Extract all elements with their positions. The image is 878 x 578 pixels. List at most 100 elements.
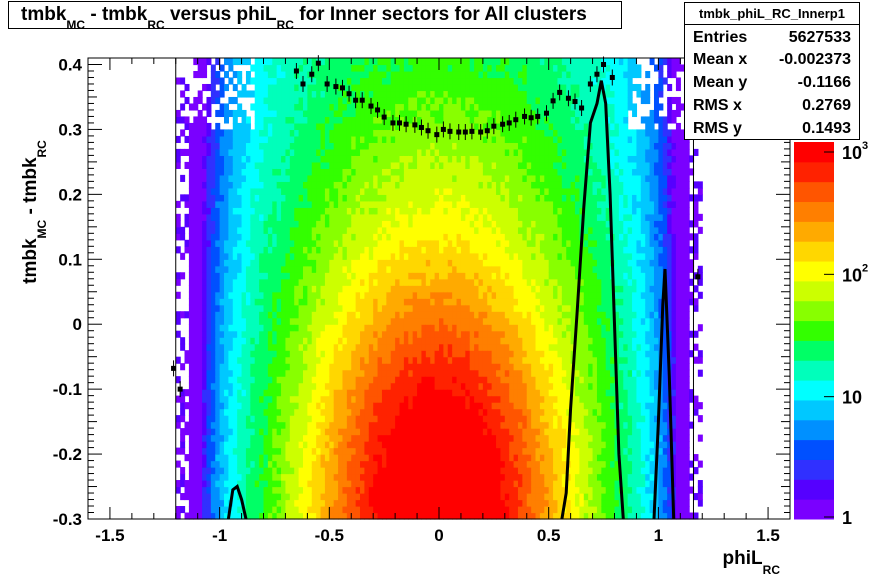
heatmap-cell: [193, 103, 199, 111]
heatmap-cell: [346, 181, 352, 189]
heatmap-cell: [456, 233, 462, 241]
heatmap-cell: [197, 174, 203, 182]
heatmap-cell: [210, 304, 216, 312]
heatmap-cell: [360, 317, 366, 325]
heatmap-cell: [289, 129, 295, 137]
heatmap-cell: [250, 265, 256, 273]
heatmap-cell: [381, 460, 387, 468]
heatmap-cell: [430, 324, 436, 332]
heatmap-cell: [210, 259, 216, 267]
heatmap-cell: [224, 324, 229, 332]
heatmap-cell: [219, 239, 225, 247]
heatmap-cell: [302, 285, 308, 293]
heatmap-cell: [386, 194, 392, 202]
heatmap-cell: [224, 408, 229, 416]
heatmap-cell: [478, 83, 484, 92]
heatmap-cell: [417, 447, 423, 455]
heatmap-cell: [364, 259, 370, 267]
heatmap-cell: [368, 441, 374, 449]
heatmap-cell: [224, 148, 229, 156]
heatmap-cell: [281, 434, 287, 442]
heatmap-cell: [474, 285, 480, 293]
heatmap-cell: [355, 402, 361, 410]
heatmap-cell: [232, 356, 238, 364]
heatmap-cell: [373, 246, 379, 254]
heatmap-cell: [395, 454, 401, 462]
heatmap-cell: [180, 473, 186, 481]
heatmap-cell: [307, 337, 313, 345]
heatmap-cell: [381, 389, 387, 397]
heatmap-cell: [439, 155, 444, 163]
heatmap-cell: [250, 395, 256, 403]
heatmap-cell: [232, 239, 238, 247]
heatmap-cell: [316, 155, 322, 163]
heatmap-cell: [474, 402, 480, 410]
heatmap-cell: [456, 259, 462, 267]
heatmap-cell: [469, 493, 475, 501]
heatmap-cell: [460, 58, 466, 66]
heatmap-cell: [175, 317, 181, 325]
heatmap-cell: [390, 447, 396, 455]
heatmap-cell: [364, 207, 370, 215]
heatmap-cell: [232, 226, 238, 234]
heatmap-cell: [364, 103, 370, 111]
heatmap-cell: [434, 324, 440, 332]
heatmap-cell: [381, 317, 387, 325]
heatmap-cell: [219, 311, 225, 319]
heatmap-cell: [443, 343, 449, 351]
heatmap-cell: [250, 460, 256, 468]
heatmap-cell: [202, 239, 208, 247]
heatmap-cell: [443, 278, 449, 286]
heatmap-cell: [320, 103, 326, 111]
heatmap-cell: [259, 343, 265, 351]
heatmap-cell: [338, 77, 344, 85]
heatmap-cell: [443, 252, 449, 260]
heatmap-cell: [496, 428, 502, 436]
heatmap-cell: [377, 356, 383, 364]
heatmap-cell: [421, 155, 427, 163]
heatmap-cell: [180, 116, 186, 124]
heatmap-cell: [487, 168, 493, 176]
heatmap-cell: [197, 304, 203, 312]
heatmap-cell: [417, 291, 423, 299]
heatmap-cell: [188, 473, 194, 481]
heatmap-cell: [324, 174, 330, 182]
heatmap-cell: [188, 194, 194, 202]
heatmap-cell: [245, 155, 251, 163]
heatmap-cell: [425, 174, 431, 182]
heatmap-cell: [307, 343, 313, 351]
heatmap-cell: [259, 83, 265, 92]
heatmap-cell: [399, 441, 405, 449]
heatmap-cell: [377, 285, 383, 293]
heatmap-cell: [289, 506, 295, 514]
heatmap-cell: [386, 415, 392, 423]
heatmap-cell: [373, 233, 379, 241]
heatmap-cell: [478, 148, 484, 156]
heatmap-cell: [478, 220, 484, 228]
heatmap-cell: [259, 506, 265, 514]
heatmap-cell: [460, 265, 466, 273]
heatmap-cell: [460, 272, 466, 280]
heatmap-cell: [215, 395, 221, 403]
heatmap-cell: [399, 493, 405, 501]
heatmap-cell: [188, 148, 194, 156]
heatmap-cell: [417, 382, 423, 390]
heatmap-cell: [381, 135, 387, 144]
heatmap-cell: [447, 389, 453, 397]
heatmap-cell: [346, 402, 352, 410]
heatmap-cell: [206, 304, 212, 312]
heatmap-cell: [294, 512, 300, 520]
heatmap-cell: [456, 324, 462, 332]
heatmap-cell: [408, 376, 414, 384]
heatmap-cell: [307, 447, 313, 455]
heatmap-cell: [403, 512, 409, 520]
heatmap-cell: [373, 467, 379, 475]
heatmap-cell: [482, 512, 488, 520]
heatmap-cell: [421, 499, 427, 507]
heatmap-cell: [232, 83, 238, 92]
heatmap-cell: [386, 356, 392, 364]
heatmap-cell: [351, 330, 357, 338]
heatmap-cell: [364, 389, 370, 397]
heatmap-cell: [434, 64, 440, 72]
heatmap-cell: [333, 467, 339, 475]
